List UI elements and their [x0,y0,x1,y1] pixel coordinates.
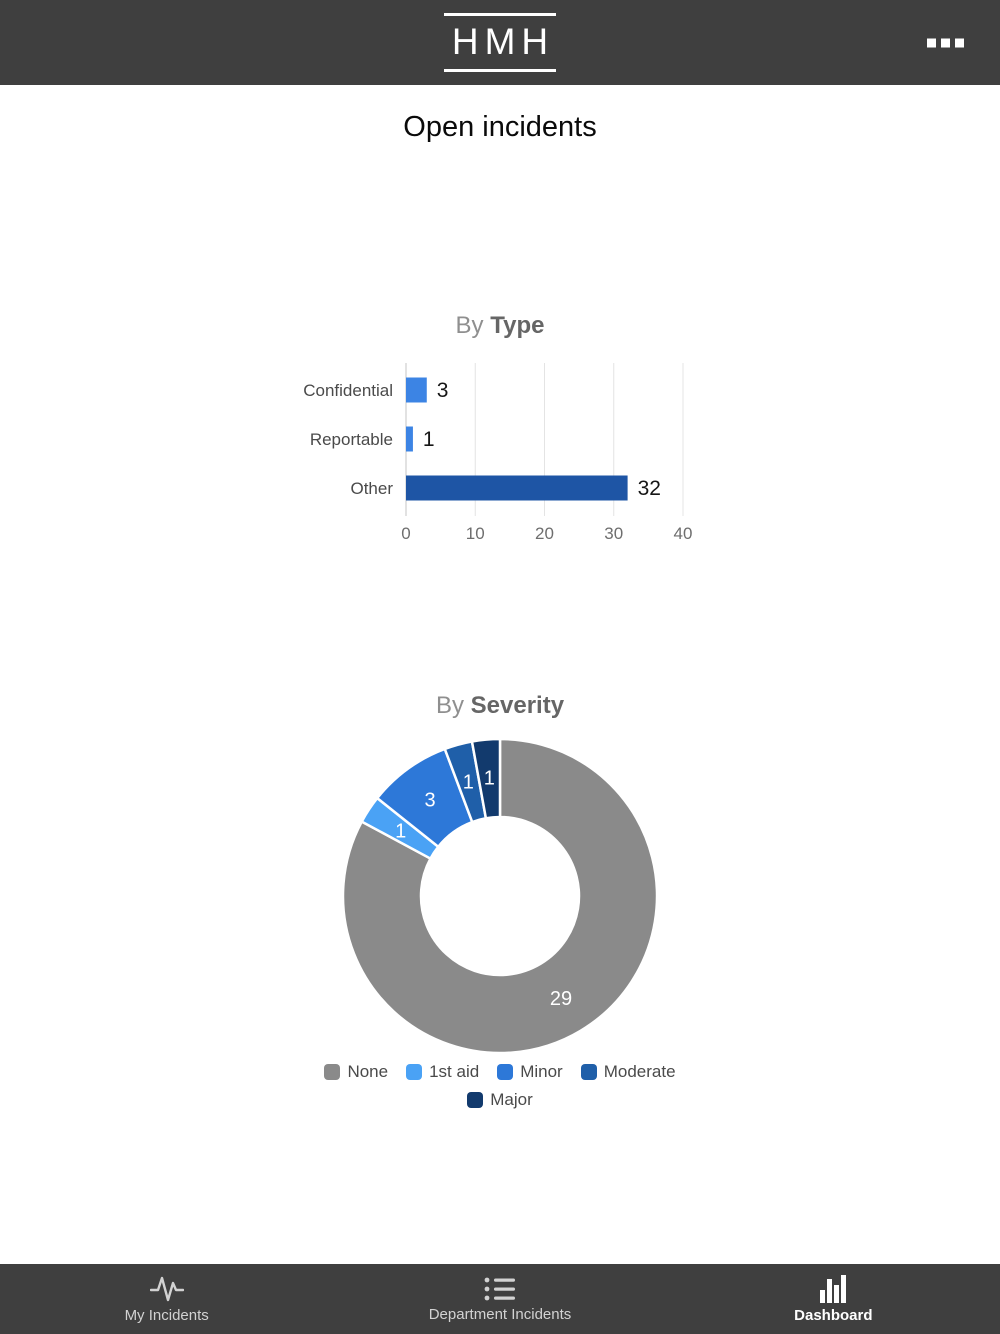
svg-text:3: 3 [437,379,449,402]
legend-swatch [580,1064,597,1080]
legend-label: 1st aid [429,1062,480,1081]
title-prefix: By [435,692,464,719]
svg-text:29: 29 [550,988,572,1010]
svg-text:10: 10 [466,524,485,543]
legend-swatch [324,1064,341,1080]
svg-text:1: 1 [463,771,474,793]
legend-item-minor[interactable]: Minor [497,1062,563,1082]
svg-text:30: 30 [604,524,623,543]
legend-swatch [467,1092,484,1108]
list-icon [484,1277,515,1300]
by-type-chart-section: By Type 0 10 20 30 40 Confidential 3 Reportable… [0,312,1000,548]
page-title: Open incidents [403,111,597,143]
menu-dot [955,38,964,47]
svg-text:32: 32 [638,477,661,500]
pulse-icon [149,1276,184,1301]
by-severity-chart-section: By Severity 29 1 3 1 1 None 1st aid Minor Moder… [0,692,1000,1110]
nav-item-department-incidents[interactable]: Department Incidents [333,1264,666,1334]
nav-label: My Incidents [124,1306,209,1324]
bar-chart-icon [820,1275,847,1303]
by-severity-chart-title: By Severity [0,692,1000,720]
menu-dot [941,38,950,47]
svg-text:Reportable: Reportable [310,430,393,449]
svg-text:0: 0 [401,524,410,543]
legend-swatch [406,1064,423,1080]
legend-item-moderate[interactable]: Moderate [580,1062,676,1082]
by-type-chart-title: By Type [0,312,1000,340]
nav-item-dashboard[interactable]: Dashboard [667,1264,1000,1334]
svg-text:3: 3 [425,790,436,812]
svg-text:40: 40 [674,524,693,543]
legend-label: None [347,1062,389,1081]
svg-text:Confidential: Confidential [303,381,393,400]
legend-item-1st-aid[interactable]: 1st aid [406,1062,479,1082]
svg-text:20: 20 [535,524,554,543]
svg-text:1: 1 [423,428,435,451]
menu-dot [927,38,936,47]
bottom-nav: My Incidents Department Incidents Dashbo… [0,1264,1000,1334]
legend-label: Minor [520,1062,563,1081]
donut-legend: None 1st aid Minor Moderate Major [300,1062,700,1110]
svg-text:Other: Other [350,479,393,498]
nav-item-my-incidents[interactable]: My Incidents [0,1264,333,1334]
legend-swatch [497,1064,514,1080]
legend-label: Major [490,1090,533,1109]
legend-item-major[interactable]: Major [467,1090,533,1110]
legend-item-none[interactable]: None [324,1062,388,1082]
by-type-bar-chart: 0 10 20 30 40 Confidential 3 Reportable 1 Other 32 [303,363,693,543]
svg-text:1: 1 [395,820,406,842]
title-bold: Severity [470,692,565,719]
nav-label: Dashboard [794,1307,873,1324]
title-prefix: By [455,312,484,339]
svg-text:1: 1 [484,768,495,790]
title-bold: Type [490,312,545,339]
hmh-logo: HMH [443,13,557,72]
nav-label: Department Incidents [428,1305,572,1323]
top-bar: HMH [0,0,1000,85]
menu-icon[interactable] [927,38,964,47]
legend-label: Moderate [603,1062,676,1081]
